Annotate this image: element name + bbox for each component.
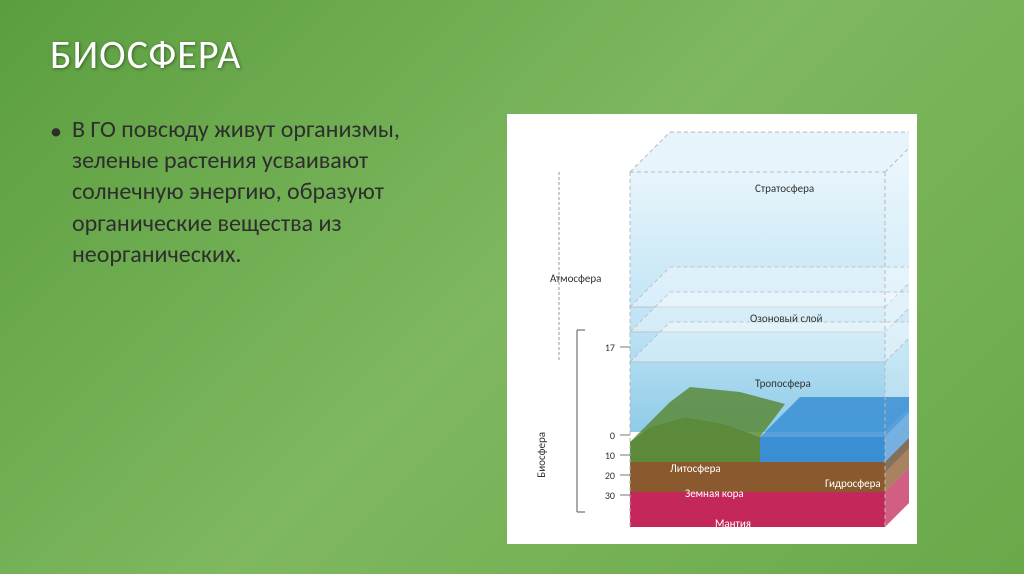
bullet-item: • В ГО повсюду живут организмы, зеленые … xyxy=(50,114,420,270)
scale-tick: 10 xyxy=(595,449,615,462)
scale-tick: 20 xyxy=(595,469,615,482)
bullet-text: В ГО повсюду живут организмы, зеленые ра… xyxy=(72,114,420,270)
atmosphere-label: Атмосфера xyxy=(550,272,601,285)
bullet-dot-icon: • xyxy=(50,116,62,270)
biosphere-diagram: Атмосфера Биосфера Стратосфера Озоновый … xyxy=(515,122,909,536)
scale-tick: 17 xyxy=(595,341,615,354)
stratosphere-label: Стратосфера xyxy=(755,182,814,195)
slide: БИОСФЕРА • В ГО повсюду живут организмы,… xyxy=(0,0,1024,574)
ozone-label: Озоновый слой xyxy=(750,312,822,325)
text-column: • В ГО повсюду живут организмы, зеленые … xyxy=(50,114,420,544)
troposphere-label: Тропосфера xyxy=(755,377,811,390)
content-row: • В ГО повсюду живут организмы, зеленые … xyxy=(50,114,974,544)
mantle-label: Мантия xyxy=(715,517,751,530)
slide-title: БИОСФЕРА xyxy=(50,30,974,79)
diagram-column: Атмосфера Биосфера Стратосфера Озоновый … xyxy=(450,114,974,544)
crust-label: Земная кора xyxy=(685,487,744,500)
diagram-frame: Атмосфера Биосфера Стратосфера Озоновый … xyxy=(507,114,917,544)
biosphere-label: Биосфера xyxy=(535,432,548,478)
scale-tick: 0 xyxy=(595,429,615,442)
lithosphere-label: Литосфера xyxy=(670,462,721,475)
scale-tick: 30 xyxy=(595,489,615,502)
hydrosphere-label: Гидросфера xyxy=(825,477,881,490)
